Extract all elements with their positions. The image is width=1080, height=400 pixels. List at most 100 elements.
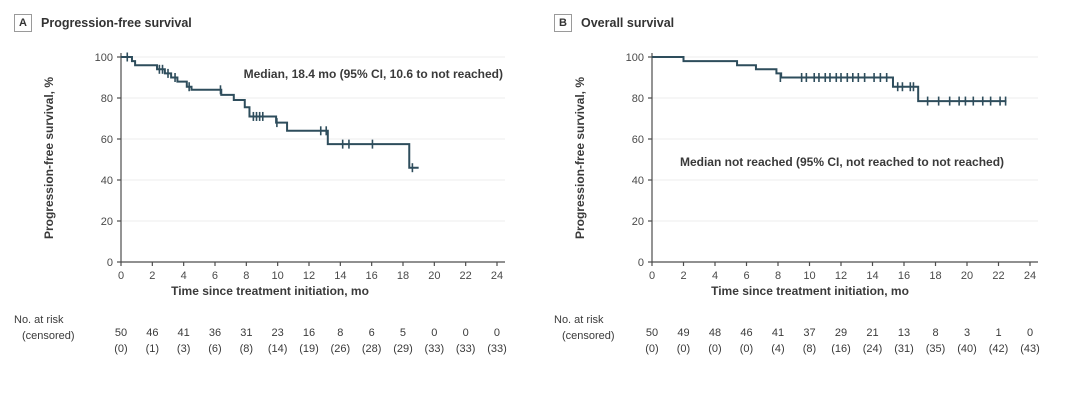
panel-b-risk-table-labels: No. at risk (censored) — [554, 312, 615, 344]
panel-b-header: B Overall survival — [554, 14, 674, 32]
y-tick-label: 100 — [95, 52, 113, 64]
y-tick-label: 60 — [632, 134, 644, 146]
survival-step-curve — [652, 56, 1007, 103]
x-tick-label: 10 — [803, 270, 815, 282]
at-risk-count: 21 — [866, 327, 879, 339]
x-tick-label: 20 — [961, 270, 973, 282]
at-risk-count: 50 — [645, 327, 659, 339]
at-risk-count: 0 — [1026, 327, 1034, 339]
x-tick-label: 16 — [366, 270, 378, 282]
censored-count: (40) — [957, 343, 977, 355]
at-risk-count: 8 — [932, 327, 939, 339]
censored-count: (35) — [925, 343, 946, 355]
x-tick-label: 2 — [680, 270, 686, 282]
x-tick-label: 8 — [775, 270, 781, 282]
panel-b-x-axis-label: Time since treatment initiation, mo — [711, 284, 909, 298]
censored-label: (censored) — [22, 330, 75, 342]
y-tick-label: 20 — [632, 216, 644, 228]
x-tick-label: 2 — [149, 270, 155, 282]
x-tick-label: 6 — [743, 270, 749, 282]
at-risk-count: 31 — [240, 327, 253, 339]
censored-count: (31) — [894, 343, 914, 355]
y-tick-label: 100 — [626, 52, 644, 64]
x-tick-label: 12 — [835, 270, 847, 282]
censored-count: (8) — [239, 343, 254, 355]
x-tick-label: 18 — [929, 270, 941, 282]
panel-a-header: A Progression-free survival — [14, 14, 192, 32]
x-tick-label: 4 — [181, 270, 187, 282]
panel-a-title: Progression-free survival — [41, 16, 192, 30]
at-risk-count: 1 — [995, 327, 1002, 339]
at-risk-count: 46 — [740, 327, 753, 339]
censored-count: (33) — [424, 343, 445, 355]
x-tick-label: 24 — [491, 270, 503, 282]
y-tick-label: 60 — [101, 134, 113, 146]
at-risk-count: 6 — [368, 327, 375, 339]
x-tick-label: 0 — [118, 270, 124, 282]
censored-count: (19) — [299, 343, 319, 355]
panel-a-x-axis-label: Time since treatment initiation, mo — [171, 284, 369, 298]
at-risk-count: 0 — [462, 327, 469, 339]
y-tick-label: 40 — [632, 175, 644, 187]
x-tick-label: 8 — [243, 270, 249, 282]
survival-step-curve — [121, 56, 419, 169]
x-tick-label: 18 — [397, 270, 409, 282]
at-risk-count: 41 — [771, 327, 785, 339]
x-tick-label: 24 — [1024, 270, 1036, 282]
censored-count: (43) — [1020, 343, 1040, 355]
at-risk-count: 8 — [337, 327, 344, 339]
no-at-risk-label: No. at risk — [14, 314, 64, 326]
panel-b-median-annotation: Median not reached (95% CI, not reached … — [679, 155, 1005, 169]
censored-count: (14) — [267, 343, 288, 355]
x-tick-label: 22 — [992, 270, 1004, 282]
censored-count: (0) — [676, 343, 691, 355]
at-risk-count: 5 — [399, 327, 407, 339]
at-risk-count: 23 — [271, 327, 284, 339]
y-tick-label: 20 — [101, 216, 113, 228]
at-risk-count: 41 — [177, 327, 190, 339]
y-tick-label: 40 — [101, 175, 113, 187]
censored-count: (3) — [176, 343, 191, 355]
panel-a-risk-table-labels: No. at risk (censored) — [14, 312, 75, 344]
censored-count: (33) — [455, 343, 476, 355]
no-at-risk-label: No. at risk — [554, 314, 604, 326]
censored-count: (8) — [802, 343, 817, 355]
x-tick-label: 4 — [712, 270, 718, 282]
panel-progression-free-survival: A Progression-free survival Progression-… — [14, 14, 507, 355]
panel-a-median-annotation: Median, 18.4 mo (95% CI, 10.6 to not rea… — [243, 67, 503, 81]
at-risk-count: 0 — [431, 327, 438, 339]
censored-count: (0) — [739, 343, 754, 355]
at-risk-count: 13 — [897, 327, 911, 339]
censored-count: (16) — [831, 343, 851, 355]
x-tick-label: 20 — [428, 270, 440, 282]
censored-count: (26) — [330, 343, 351, 355]
censored-count: (0) — [708, 343, 722, 355]
censored-label: (censored) — [562, 330, 615, 342]
y-tick-label: 0 — [638, 257, 644, 269]
at-risk-count: 36 — [208, 327, 222, 339]
panel-a-letter-badge: A — [14, 14, 32, 32]
at-risk-count: 46 — [146, 327, 159, 339]
censored-count: (33) — [487, 343, 507, 355]
censored-count: (0) — [114, 343, 128, 355]
censored-count: (42) — [988, 343, 1009, 355]
at-risk-count: 48 — [708, 327, 722, 339]
x-tick-label: 14 — [334, 270, 346, 282]
censored-count: (4) — [771, 343, 785, 355]
panel-b-title: Overall survival — [581, 16, 675, 30]
x-tick-label: 12 — [303, 270, 315, 282]
at-risk-count: 3 — [963, 327, 971, 339]
at-risk-count: 49 — [677, 327, 690, 339]
x-tick-label: 0 — [649, 270, 655, 282]
at-risk-count: 37 — [803, 327, 816, 339]
y-tick-label: 0 — [107, 257, 113, 269]
censored-count: (29) — [393, 343, 413, 355]
panel-overall-survival: B Overall survival Progression-free surv… — [540, 0, 1080, 400]
x-tick-label: 6 — [212, 270, 218, 282]
at-risk-count: 0 — [493, 327, 501, 339]
censored-count: (0) — [645, 343, 659, 355]
at-risk-count: 50 — [114, 327, 128, 339]
